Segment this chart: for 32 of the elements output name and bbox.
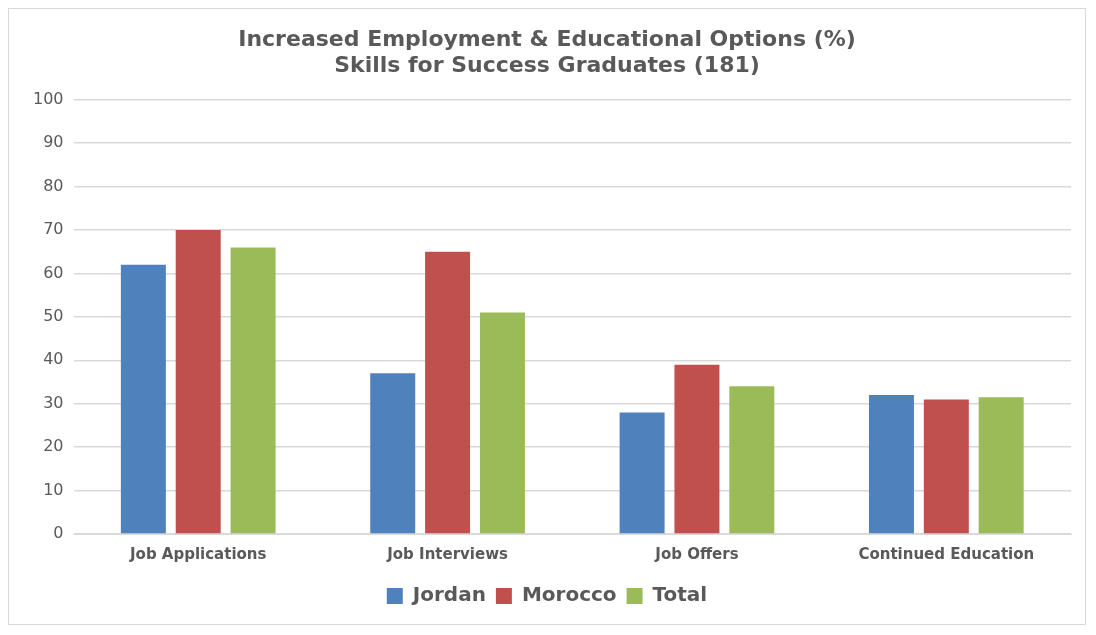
y-tick-label: 90 (43, 132, 64, 152)
bar (479, 312, 525, 534)
x-tick-label: Job Offers (654, 544, 739, 563)
bar (868, 395, 914, 534)
x-tick-label: Job Applications (129, 544, 267, 563)
y-tick-label: 60 (43, 262, 64, 282)
bar (230, 247, 276, 534)
legend-label: Morocco (521, 582, 617, 607)
bar (370, 373, 416, 534)
bar (978, 397, 1024, 534)
y-tick-label: 30 (43, 392, 64, 412)
y-tick-label: 0 (53, 523, 64, 543)
y-tick-label: 80 (43, 175, 64, 195)
legend-label: Jordan (410, 582, 486, 607)
y-tick-label: 40 (43, 349, 64, 369)
x-tick-label: Job Interviews (386, 544, 509, 563)
bar (425, 251, 471, 534)
y-tick-label: 10 (43, 479, 64, 499)
y-tick-label: 100 (32, 88, 64, 108)
legend-label: Total (652, 582, 708, 607)
bar (120, 264, 166, 534)
y-tick-label: 20 (43, 436, 64, 456)
bar (923, 399, 969, 534)
bar (619, 412, 665, 534)
bar (729, 386, 775, 534)
text: Increased Employment & Educational Options (%) (238, 25, 856, 51)
text: Skills for Success Graduates (181) (334, 52, 760, 78)
y-tick-label: 70 (43, 219, 64, 239)
bar (175, 230, 221, 534)
x-tick-label: Continued Education (858, 544, 1035, 563)
y-tick-label: 50 (43, 306, 64, 326)
bar (674, 364, 720, 534)
